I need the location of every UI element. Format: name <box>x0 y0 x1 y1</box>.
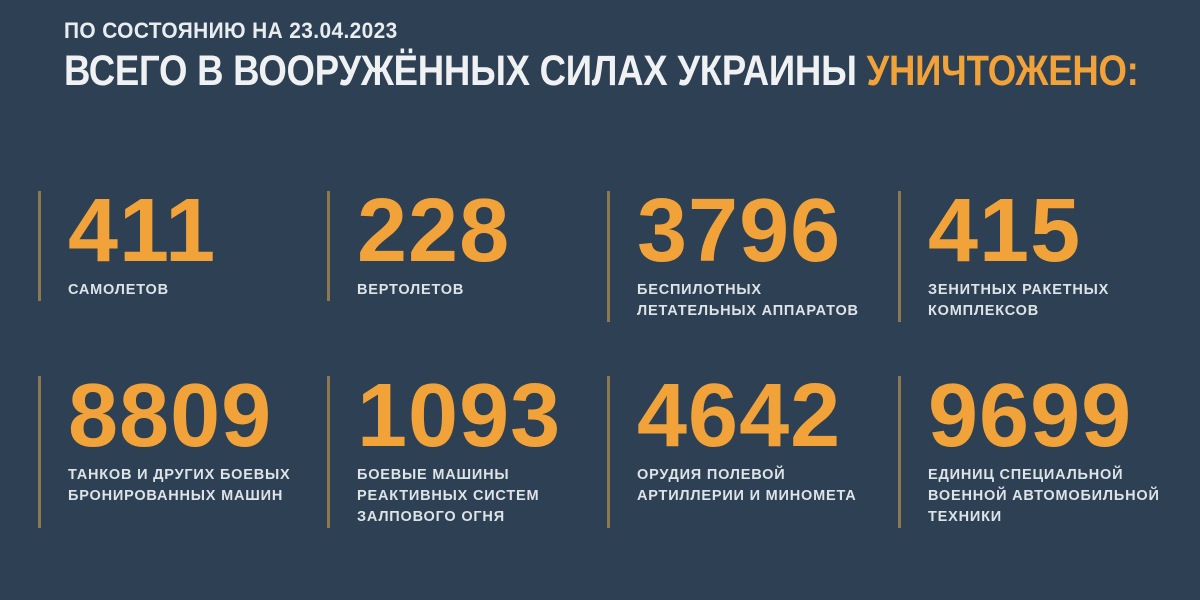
stat-value: 1093 <box>357 366 562 466</box>
stat-card-uavs: 3796 БЕСПИЛОТНЫХ ЛЕТАТЕЛЬНЫХ АППАРАТОВ <box>607 181 898 322</box>
stat-card-artillery: 4642 ОРУДИЯ ПОЛЕВОЙ АРТИЛЛЕРИИ И МИНОМЕТ… <box>607 366 898 528</box>
stat-card-tanks: 8809 ТАНКОВ И ДРУГИХ БОЕВЫХ БРОНИРОВАННЫ… <box>38 366 327 528</box>
page-title-white: ВСЕГО В ВООРУЖЁННЫХ СИЛАХ УКРАИНЫ <box>64 47 867 95</box>
stat-value: 415 <box>928 181 1082 281</box>
stat-value: 3796 <box>637 181 842 281</box>
header: ПО СОСТОЯНИЮ НА 23.04.2023 ВСЕГО В ВООРУ… <box>64 18 1200 96</box>
divider-line <box>898 376 901 528</box>
divider-line <box>327 376 330 528</box>
infographic-page: ПО СОСТОЯНИЮ НА 23.04.2023 ВСЕГО В ВООРУ… <box>0 18 1200 600</box>
stat-card-military-vehicles: 9699 ЕДИНИЦ СПЕЦИАЛЬНОЙ ВОЕННОЙ АВТОМОБИ… <box>898 366 1170 528</box>
divider-line <box>898 191 901 322</box>
stat-card-aircraft: 411 САМОЛЕТОВ <box>38 181 327 301</box>
stat-card-air-defense: 415 ЗЕНИТНЫХ РАКЕТНЫХ КОМПЛЕКСОВ <box>898 181 1170 322</box>
stat-content: 228 ВЕРТОЛЕТОВ <box>330 181 511 301</box>
stat-content: 415 ЗЕНИТНЫХ РАКЕТНЫХ КОМПЛЕКСОВ <box>901 181 1110 322</box>
stat-label: ЕДИНИЦ СПЕЦИАЛЬНОЙ ВОЕННОЙ АВТОМОБИЛЬНОЙ… <box>928 467 1160 525</box>
stat-label: ТАНКОВ И ДРУГИХ БОЕВЫХ БРОНИРОВАННЫХ МАШ… <box>68 467 291 504</box>
stat-content: 4642 ОРУДИЯ ПОЛЕВОЙ АРТИЛЛЕРИИ И МИНОМЕТ… <box>610 366 857 528</box>
stat-content: 8809 ТАНКОВ И ДРУГИХ БОЕВЫХ БРОНИРОВАННЫ… <box>41 366 291 528</box>
divider-line <box>38 376 41 528</box>
page-title-accent: УНИЧТОЖЕНО: <box>866 47 1139 95</box>
stat-content: 1093 БОЕВЫЕ МАШИНЫ РЕАКТИВНЫХ СИСТЕМ ЗАЛ… <box>330 366 562 528</box>
stat-label: БЕСПИЛОТНЫХ ЛЕТАТЕЛЬНЫХ АППАРАТОВ <box>637 282 859 319</box>
stat-value: 8809 <box>68 366 273 466</box>
stat-card-mlrs: 1093 БОЕВЫЕ МАШИНЫ РЕАКТИВНЫХ СИСТЕМ ЗАЛ… <box>327 366 607 528</box>
stat-label: БОЕВЫЕ МАШИНЫ РЕАКТИВНЫХ СИСТЕМ ЗАЛПОВОГ… <box>357 467 540 525</box>
stat-value: 9699 <box>928 366 1133 466</box>
stat-content: 411 САМОЛЕТОВ <box>41 181 217 301</box>
page-title: ВСЕГО В ВООРУЖЁННЫХ СИЛАХ УКРАИНЫ УНИЧТО… <box>64 47 1139 96</box>
divider-line <box>607 376 610 528</box>
stat-label: ВЕРТОЛЕТОВ <box>357 282 465 298</box>
stat-label: ОРУДИЯ ПОЛЕВОЙ АРТИЛЛЕРИИ И МИНОМЕТА <box>637 467 857 504</box>
divider-line <box>327 191 330 301</box>
divider-line <box>38 191 41 301</box>
stat-label: САМОЛЕТОВ <box>68 282 169 298</box>
stat-value: 4642 <box>637 366 842 466</box>
stats-grid: 411 САМОЛЕТОВ 228 ВЕРТОЛЕТОВ 3796 БЕСПИЛ… <box>38 181 1170 528</box>
stat-value: 228 <box>357 181 511 281</box>
stat-content: 9699 ЕДИНИЦ СПЕЦИАЛЬНОЙ ВОЕННОЙ АВТОМОБИ… <box>901 366 1160 528</box>
stat-card-helicopters: 228 ВЕРТОЛЕТОВ <box>327 181 607 301</box>
status-date-line: ПО СОСТОЯНИЮ НА 23.04.2023 <box>64 18 398 43</box>
divider-line <box>607 191 610 322</box>
stat-label: ЗЕНИТНЫХ РАКЕТНЫХ КОМПЛЕКСОВ <box>928 282 1110 319</box>
stat-content: 3796 БЕСПИЛОТНЫХ ЛЕТАТЕЛЬНЫХ АППАРАТОВ <box>610 181 859 322</box>
stat-value: 411 <box>68 181 217 281</box>
